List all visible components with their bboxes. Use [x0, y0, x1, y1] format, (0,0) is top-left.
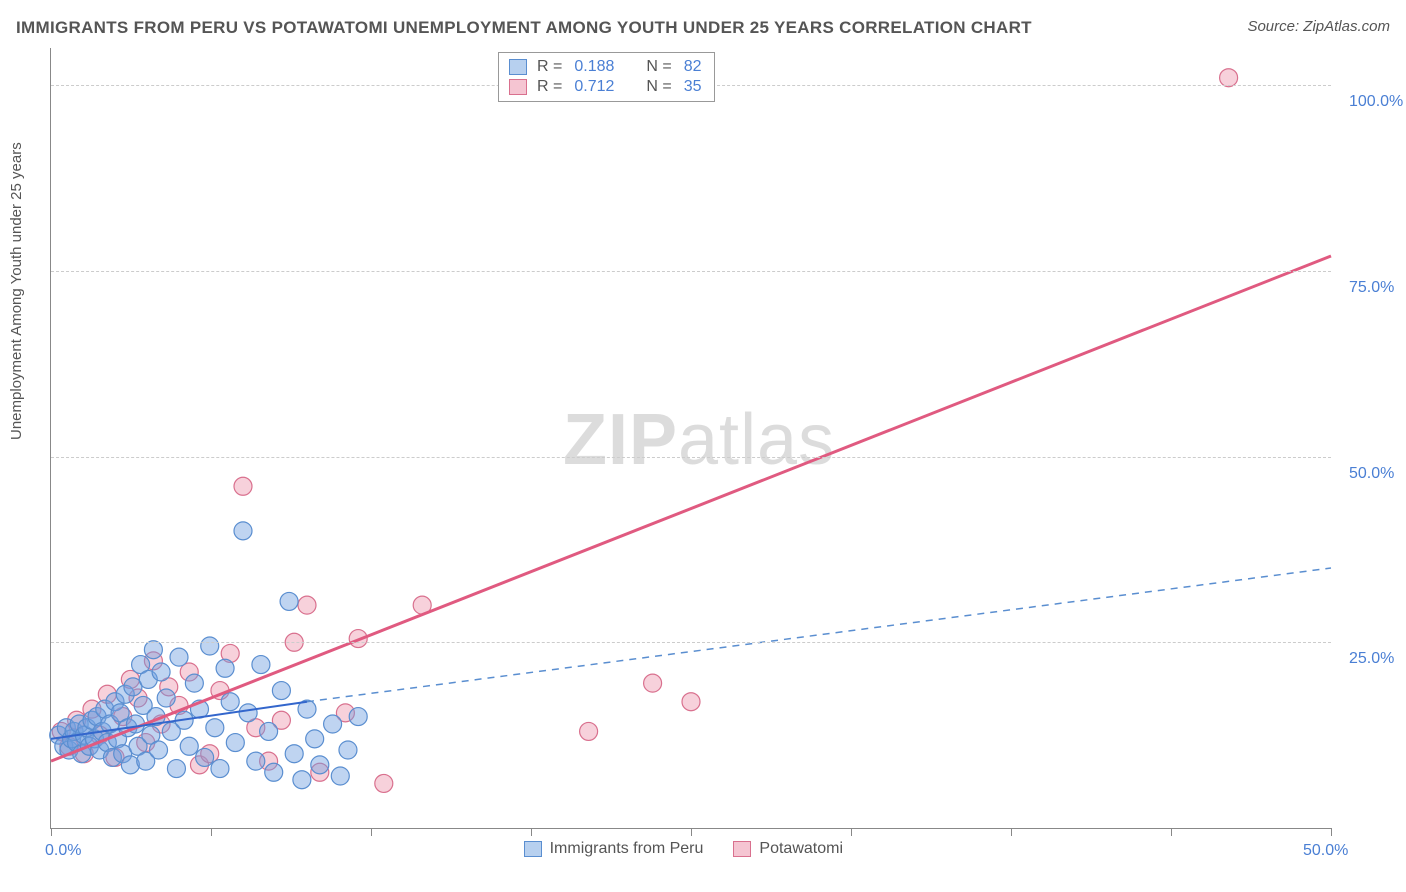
x-tick [211, 828, 212, 836]
point-peru [272, 682, 290, 700]
point-peru [221, 693, 239, 711]
point-peru [157, 689, 175, 707]
point-peru [280, 592, 298, 610]
point-peru [211, 760, 229, 778]
point-potawatomi [682, 693, 700, 711]
legend-stats: R = 0.188 N = 82 R = 0.712 N = 35 [498, 52, 715, 102]
y-tick-label: 50.0% [1349, 465, 1394, 483]
y-tick-label: 25.0% [1349, 650, 1394, 668]
legend-item-potawatomi: Potawatomi [733, 840, 843, 858]
point-peru [239, 704, 257, 722]
gridline-h [51, 271, 1331, 272]
y-tick-label: 75.0% [1349, 279, 1394, 297]
legend-series: Immigrants from Peru Potawatomi [524, 840, 843, 858]
n-value-potawatomi: 35 [684, 78, 702, 96]
point-peru [234, 522, 252, 540]
y-tick-label: 100.0% [1349, 93, 1403, 111]
point-peru [311, 756, 329, 774]
legend-label-potawatomi: Potawatomi [759, 840, 843, 858]
point-peru [331, 767, 349, 785]
x-tick [51, 828, 52, 836]
n-value-peru: 82 [684, 58, 702, 76]
swatch-potawatomi [733, 841, 751, 857]
point-peru [206, 719, 224, 737]
legend-item-peru: Immigrants from Peru [524, 840, 704, 858]
x-tick [531, 828, 532, 836]
gridline-h [51, 457, 1331, 458]
swatch-peru [524, 841, 542, 857]
point-potawatomi [298, 596, 316, 614]
point-potawatomi [644, 674, 662, 692]
n-label: N = [646, 78, 671, 96]
swatch-potawatomi [509, 79, 527, 95]
trendline-peru-dashed [307, 568, 1331, 702]
point-potawatomi [375, 774, 393, 792]
x-tick-label: 0.0% [45, 842, 81, 860]
point-peru [170, 648, 188, 666]
r-value-potawatomi: 0.712 [574, 78, 614, 96]
point-potawatomi [580, 722, 598, 740]
legend-stats-row-potawatomi: R = 0.712 N = 35 [509, 77, 704, 97]
point-peru [293, 771, 311, 789]
y-axis-label: Unemployment Among Youth under 25 years [8, 142, 25, 440]
legend-stats-row-peru: R = 0.188 N = 82 [509, 57, 704, 77]
r-value-peru: 0.188 [574, 58, 614, 76]
x-tick-label: 50.0% [1303, 842, 1348, 860]
legend-label-peru: Immigrants from Peru [550, 840, 704, 858]
point-peru [144, 641, 162, 659]
point-peru [324, 715, 342, 733]
point-peru [252, 656, 270, 674]
point-peru [247, 752, 265, 770]
point-peru [150, 741, 168, 759]
plot-area: ZIPatlas 25.0%50.0%75.0%100.0%0.0%50.0% [50, 48, 1331, 829]
point-peru [167, 760, 185, 778]
point-peru [265, 763, 283, 781]
point-peru [260, 722, 278, 740]
point-potawatomi [234, 477, 252, 495]
swatch-peru [509, 59, 527, 75]
r-label: R = [537, 78, 562, 96]
point-peru [185, 674, 203, 692]
r-label: R = [537, 58, 562, 76]
point-peru [226, 734, 244, 752]
point-peru [196, 748, 214, 766]
x-tick [691, 828, 692, 836]
point-peru [201, 637, 219, 655]
point-peru [216, 659, 234, 677]
gridline-h [51, 642, 1331, 643]
source-attribution: Source: ZipAtlas.com [1247, 18, 1390, 35]
x-tick [1171, 828, 1172, 836]
n-label: N = [646, 58, 671, 76]
chart-title: IMMIGRANTS FROM PERU VS POTAWATOMI UNEMP… [16, 18, 1032, 38]
point-peru [180, 737, 198, 755]
chart-svg [51, 48, 1331, 828]
point-peru [285, 745, 303, 763]
point-potawatomi [1220, 69, 1238, 87]
x-tick [1331, 828, 1332, 836]
trendline-potawatomi [51, 256, 1331, 761]
x-tick [1011, 828, 1012, 836]
x-tick [371, 828, 372, 836]
point-peru [339, 741, 357, 759]
point-peru [306, 730, 324, 748]
x-tick [851, 828, 852, 836]
point-peru [152, 663, 170, 681]
point-peru [349, 708, 367, 726]
